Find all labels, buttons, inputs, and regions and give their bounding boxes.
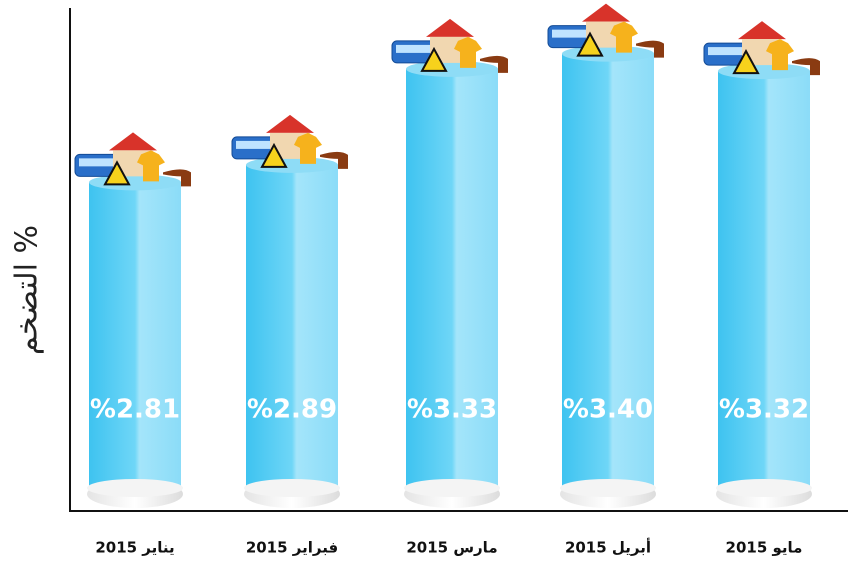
bar-base-top	[404, 479, 500, 497]
icon-group	[231, 114, 348, 169]
bus-window	[552, 29, 588, 38]
x-tick-label: يناير 2015	[95, 539, 174, 557]
warning-icon	[103, 160, 131, 186]
bar	[562, 53, 654, 491]
bar	[246, 164, 338, 490]
warning-icon	[260, 142, 288, 168]
bar	[406, 68, 498, 490]
bus-window	[708, 47, 744, 56]
bus-window	[79, 158, 115, 167]
pipe-icon	[792, 58, 820, 76]
house-roof	[582, 3, 630, 22]
pipe-icon	[636, 40, 664, 58]
pipe-icon	[320, 151, 348, 169]
house-roof	[109, 132, 157, 151]
icon-group	[74, 132, 191, 187]
x-tick-label: فبراير 2015	[246, 539, 338, 557]
value-label: %3.32	[719, 395, 809, 425]
bus-window	[236, 140, 272, 149]
warning-icon	[576, 31, 604, 57]
bar-base-top	[560, 479, 656, 497]
warning-icon	[732, 49, 760, 75]
pipe-icon	[163, 169, 191, 187]
shirt-icon	[610, 21, 638, 53]
x-tick-label: أبريل 2015	[565, 538, 651, 557]
bus-window	[396, 44, 432, 53]
shirt-icon	[294, 132, 322, 164]
bar-base-top	[244, 479, 340, 497]
y-axis-label: التضخم %	[10, 225, 45, 355]
x-tick-label: مارس 2015	[406, 539, 497, 557]
house-roof	[738, 21, 786, 40]
pipe-icon	[480, 55, 508, 73]
value-label: %2.89	[247, 395, 337, 425]
warning-icon	[420, 46, 448, 72]
bar	[718, 71, 810, 490]
shirt-icon	[766, 39, 794, 71]
icon-group	[547, 3, 664, 58]
house-roof	[426, 18, 474, 37]
value-label: %2.81	[90, 395, 180, 425]
icon-group	[391, 18, 508, 73]
house-roof	[266, 114, 314, 133]
bar-base-top	[87, 479, 183, 497]
value-label: %3.40	[563, 395, 653, 425]
shirt-icon	[454, 36, 482, 68]
icon-group	[703, 21, 820, 76]
bar-base-top	[716, 479, 812, 497]
x-tick-label: مايو 2015	[726, 539, 803, 557]
shirt-icon	[137, 150, 165, 182]
bar	[89, 182, 181, 490]
value-label: %3.33	[407, 395, 497, 425]
